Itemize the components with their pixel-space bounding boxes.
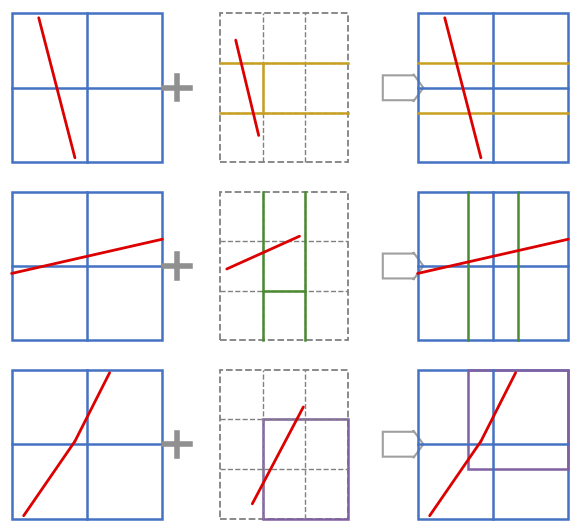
Bar [12, 13, 162, 162]
Bar [468, 370, 568, 469]
Bar [418, 192, 568, 340]
Polygon shape [383, 252, 423, 280]
Polygon shape [383, 430, 423, 458]
Bar [263, 419, 348, 519]
Bar [12, 192, 162, 340]
Bar [418, 13, 568, 162]
Bar [418, 370, 568, 519]
Bar [12, 370, 162, 519]
Bar [220, 13, 348, 162]
Bar [220, 192, 348, 340]
Bar [220, 370, 348, 519]
Polygon shape [383, 74, 423, 102]
